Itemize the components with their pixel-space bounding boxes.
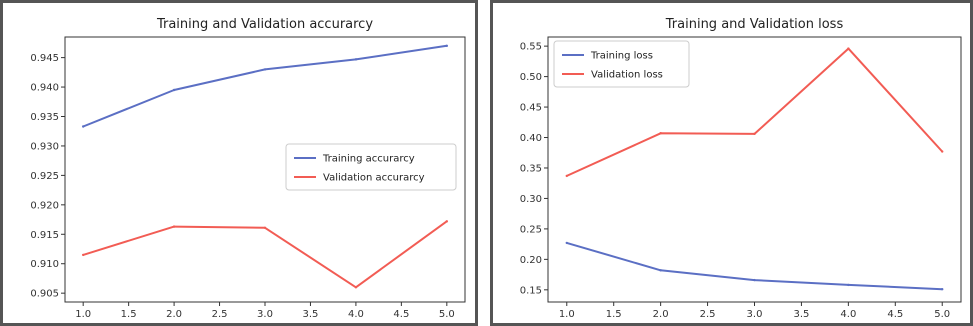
loss-legend-box <box>553 40 690 88</box>
acc-series-line-training <box>82 44 447 128</box>
loss-chart-panel: Training and Validation loss 1.0 1.5 2.0 2.5… <box>490 0 973 326</box>
acc-x-tick-label: 3.5 <box>303 309 319 320</box>
acc-y-tick-label: 0.935 <box>30 112 59 123</box>
loss-y-tick-label: 0.35 <box>520 163 542 174</box>
acc-series-line-validation <box>82 220 448 289</box>
loss-x-tick-label: 3.5 <box>793 309 809 320</box>
loss-y-tick-label: 0.45 <box>520 103 542 114</box>
acc-data-point-validation <box>81 253 85 257</box>
loss-data-point-validation <box>941 150 944 153</box>
loss-x-tick-label: 3.0 <box>747 309 763 320</box>
loss-chart: Training and Validation loss 1.0 1.5 2.0 2.5… <box>520 17 962 320</box>
acc-data-point-training <box>445 44 449 48</box>
acc-chart-title: Training and Validation accurarcy <box>156 17 373 32</box>
acc-y-tick-label: 0.910 <box>30 259 59 270</box>
loss-data-point-training <box>659 269 662 272</box>
loss-x-tick-label: 4.5 <box>887 309 903 320</box>
loss-y-tick-label: 0.15 <box>520 285 542 296</box>
acc-data-point-training <box>263 68 267 71</box>
loss-x-tick-label: 1.0 <box>559 309 575 320</box>
loss-x-tick-label: 4.0 <box>840 309 856 320</box>
acc-x-tick-label: 4.5 <box>393 309 409 320</box>
loss-y-tick-label: 0.55 <box>520 42 542 53</box>
loss-y-tick-label: 0.50 <box>520 72 542 83</box>
loss-x-tick-label: 1.5 <box>606 309 622 320</box>
loss-chart-title: Training and Validation loss <box>665 17 844 32</box>
loss-y-tick-label: 0.25 <box>520 224 542 235</box>
acc-x-tick-label: 2.5 <box>212 309 228 320</box>
loss-data-point-validation <box>753 132 756 136</box>
acc-data-point-validation <box>263 226 267 229</box>
loss-legend-label-validation: Validation loss <box>591 70 663 81</box>
loss-y-tick-label: 0.40 <box>520 133 542 144</box>
acc-data-point-validation <box>172 225 176 228</box>
acc-data-point-training <box>172 88 176 92</box>
acc-y-tick-label: 0.905 <box>30 289 59 300</box>
acc-x-tick-label: 5.0 <box>439 309 455 320</box>
loss-data-point-validation <box>659 132 662 135</box>
loss-series-line-training <box>566 241 943 291</box>
acc-x-tick-label: 4.0 <box>348 309 364 320</box>
acc-y-tick-label: 0.925 <box>30 171 59 182</box>
acc-y-tick-label: 0.915 <box>30 230 59 241</box>
loss-y-tick-label: 0.30 <box>520 194 542 205</box>
acc-y-tick-label: 0.920 <box>30 200 59 211</box>
acc-y-tick-label: 0.945 <box>30 53 59 64</box>
acc-x-tick-label: 1.0 <box>75 309 91 320</box>
loss-data-point-training <box>753 278 756 282</box>
acc-x-tick-label: 3.0 <box>257 309 273 320</box>
loss-data-point-validation <box>847 47 850 50</box>
acc-y-tick-label: 0.940 <box>30 83 59 94</box>
acc-x-tick-label: 2.0 <box>166 309 182 320</box>
loss-data-point-training <box>565 241 568 245</box>
acc-legend-box <box>285 143 457 191</box>
loss-x-tick-label: 2.5 <box>700 309 716 320</box>
accuracy-chart: Training and Validation accurarcy 1.0 1.5 2… <box>30 17 466 320</box>
acc-data-point-validation <box>445 220 449 223</box>
acc-legend-label-training: Training accurarcy <box>322 154 415 165</box>
loss-data-point-training <box>941 288 944 291</box>
loss-y-tick-label: 0.20 <box>520 255 542 266</box>
acc-x-tick-label: 1.5 <box>121 309 137 320</box>
acc-data-point-training <box>354 58 358 61</box>
acc-y-tick-label: 0.930 <box>30 141 59 152</box>
loss-legend-label-training: Training loss <box>590 51 653 62</box>
loss-x-tick-label: 5.0 <box>934 309 950 320</box>
loss-x-tick-label: 2.0 <box>653 309 669 320</box>
acc-data-point-training <box>81 125 85 128</box>
acc-data-point-validation <box>354 286 358 289</box>
acc-legend-label-validation: Validation accurarcy <box>323 173 425 184</box>
accuracy-chart-panel: Training and Validation accurarcy 1.0 1.5 2… <box>0 0 478 326</box>
loss-data-point-training <box>847 283 850 287</box>
loss-data-point-validation <box>565 174 568 178</box>
